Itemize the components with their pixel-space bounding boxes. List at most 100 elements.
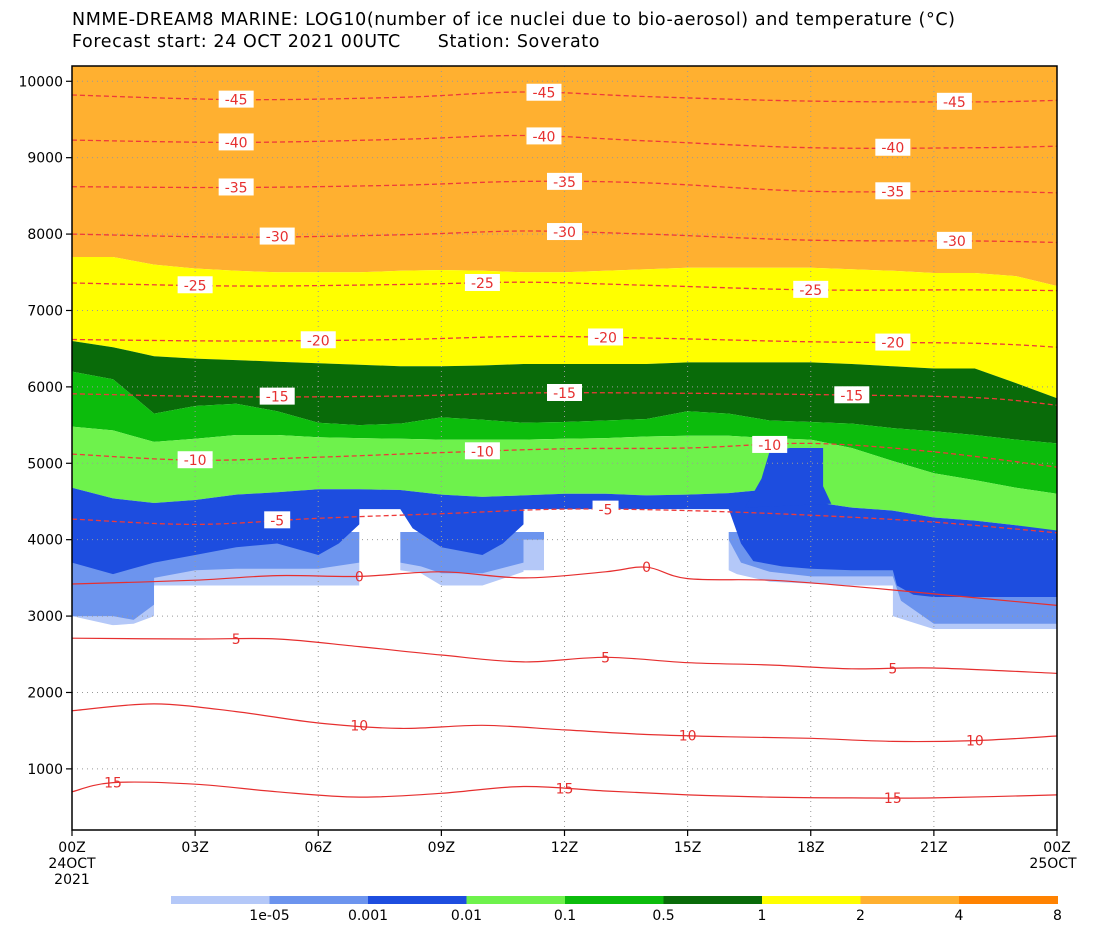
isotherm-label: -35 [881,184,904,200]
isotherm-label-box [547,172,582,190]
isotherm-label: -40 [533,129,556,145]
isotherm-label-box [177,451,213,469]
isotherm-label: -40 [881,141,904,157]
isotherm-label: 5 [888,661,897,677]
isotherm-line [72,442,1057,468]
isotherm-label: 15 [556,782,574,798]
isotherm-line [72,637,1057,674]
isotherm-line [72,508,1057,534]
isotherm-label: 0 [642,560,651,576]
isotherm-label: -15 [266,390,289,406]
legend-swatch [368,896,467,904]
isotherm-label: 15 [104,776,122,792]
isotherm-label: -25 [184,278,207,294]
isotherm-label-box [793,280,829,298]
y-tick-label: 3000 [27,609,63,625]
isotherm-label: -45 [225,93,248,109]
isotherm-label: -35 [225,180,248,196]
isotherm-label-box [218,133,254,151]
isotherm-label-box [547,223,582,241]
isotherm-label: -30 [943,234,966,250]
isotherm-label: -35 [553,175,576,191]
isotherm-label-box [875,182,911,200]
x-tick-label: 03Z [181,840,208,856]
isotherm-line [72,703,1057,743]
legend-swatch [565,896,664,904]
isotherm-label: -5 [599,503,613,519]
isotherm-label: -10 [758,438,781,454]
legend-label: 4 [955,908,964,924]
isotherm-label: -40 [225,135,248,151]
y-tick-label: 5000 [27,456,63,472]
isotherm-label: 15 [884,791,902,807]
isotherm-label-box [264,511,291,529]
isotherm-label-box [936,231,972,249]
isotherm-label-box [588,328,624,346]
isotherm-label-box [259,387,295,405]
isotherm-line [72,781,1057,799]
isotherm-label: -20 [881,336,904,352]
y-tick-label: 7000 [27,303,63,319]
isotherm-label: -25 [471,276,494,292]
isotherm-label: -5 [270,513,284,529]
isotherm-label: 10 [350,719,368,735]
isotherm-label-box [218,178,254,196]
x-tick-label: 18Z [797,840,824,856]
x-tick-label: 15Z [674,840,701,856]
isotherm-label: 5 [232,632,241,648]
isotherm-label: 10 [679,729,697,745]
isotherm-label-box [752,435,788,453]
isotherm-label-box [592,500,619,518]
legend-swatch [762,896,861,904]
y-tick-label: 8000 [27,227,63,243]
legend-label: 1 [758,908,767,924]
band-0.5-to-1 [72,371,1057,494]
legend-swatch [269,896,369,904]
chart-title-line2: Forecast start: 24 OCT 2021 00UTC Statio… [72,32,601,52]
blue-plume [745,448,832,508]
legend-label: 1e-05 [249,908,289,924]
isotherm-label-box [177,276,213,294]
isotherm-label: 0 [355,569,364,585]
isotherm-label: 5 [601,650,610,666]
isotherm-label: -10 [184,453,207,469]
x-tick-label: 12Z [551,840,578,856]
isotherm-line [72,281,1057,292]
x-tick-label: 00Z [1043,840,1070,856]
x-end-date-label: 25OCT [1029,856,1077,872]
legend-label: 0.5 [652,908,674,924]
isotherm-label-box [526,83,562,101]
x-tick-label: 00Z [58,840,85,856]
x-tick-label: 09Z [428,840,455,856]
isotherm-label: -30 [553,225,576,241]
legend-swatch [466,896,566,904]
isotherm-line [72,566,1057,606]
x-start-date-label: 2021 [54,872,90,888]
isotherm-label: 10 [966,734,984,750]
x-start-date-label: 24OCT [48,856,96,872]
clear-pocket [359,524,401,586]
legend-label: 2 [856,908,865,924]
isotherm-label-box [936,92,972,110]
isotherm-label: -15 [553,386,576,402]
isotherm-label: -20 [594,330,617,346]
legend-label: 8 [1053,908,1062,924]
isotherm-label: -30 [266,230,289,246]
isotherm-label-box [464,273,500,291]
isotherm-label: -10 [471,444,494,460]
isotherm-label: -20 [307,333,330,349]
y-tick-label: 9000 [27,151,63,167]
isotherm-label-box [218,90,254,108]
isotherm-label-box [547,383,582,401]
isotherm-label-box [526,127,562,145]
isotherm-label-box [464,442,500,460]
y-tick-label: 4000 [27,533,63,549]
isotherm-label-box [834,386,870,404]
isotherm-label: -45 [943,95,966,111]
legend-swatch [171,896,270,904]
y-tick-label: 10000 [18,74,63,90]
isotherm-label: -15 [840,388,863,404]
isotherm-label-box [875,333,911,351]
isotherm-label: -45 [533,86,556,102]
